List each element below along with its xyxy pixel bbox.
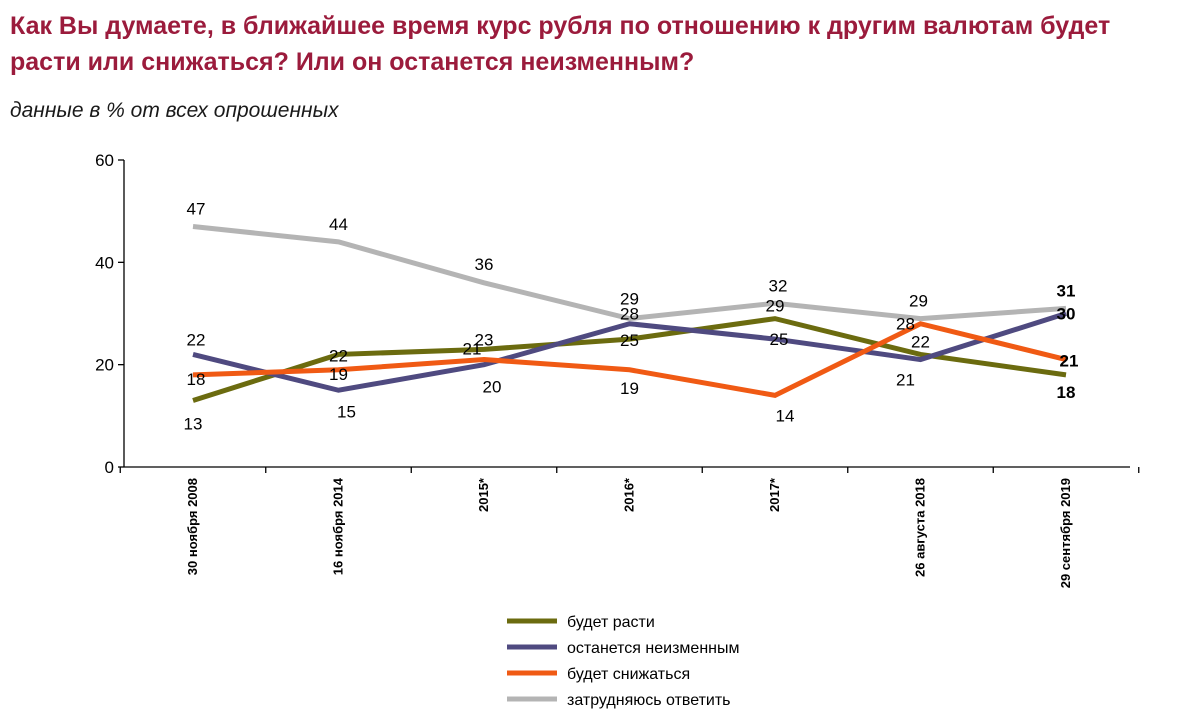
data-label: 30 (1057, 305, 1076, 324)
data-label: 18 (187, 370, 206, 389)
data-label: 21 (463, 340, 482, 359)
data-label: 22 (329, 346, 348, 365)
data-label: 28 (620, 305, 639, 324)
data-label: 47 (187, 200, 206, 219)
data-label: 23 (475, 330, 494, 349)
axes: 0 20 40 60 30 ноября 2008 16 ноября 2014 2015*… (95, 151, 1140, 588)
series-line (192, 316, 1067, 403)
x-tick-label: 2016* (622, 477, 637, 512)
series-line (192, 321, 1067, 398)
series-line (192, 311, 1067, 393)
data-labels: 13 22 23 25 29 22 18 22 15 20 28 25 21 30 18 19 21 19 14 28… (184, 200, 1079, 434)
data-label: 36 (475, 255, 494, 274)
data-label: 29 (766, 297, 785, 316)
y-tick-label: 0 (105, 458, 114, 477)
series-line (192, 224, 1067, 322)
x-tick-label: 16 ноября 2014 (331, 477, 346, 575)
data-label: 32 (769, 276, 788, 295)
x-tick-label: 2017* (767, 477, 782, 512)
legend-label: будет расти (567, 614, 655, 631)
x-tick-label: 30 ноября 2008 (185, 478, 200, 575)
data-label: 20 (483, 378, 502, 397)
y-tick-label: 20 (95, 356, 114, 375)
data-label: 21 (896, 371, 915, 390)
legend-label: затрудняюсь ответить (567, 692, 731, 709)
data-label: 31 (1057, 281, 1076, 300)
data-label: 22 (187, 330, 206, 349)
data-label: 21 (1060, 352, 1079, 371)
data-label: 28 (896, 315, 915, 334)
legend: будет расти останется неизменным будет сни… (507, 614, 739, 709)
data-label: 18 (1057, 383, 1076, 402)
x-tick-label: 26 августа 2018 (913, 478, 928, 577)
data-label: 25 (620, 331, 639, 350)
legend-label: останется неизменным (567, 640, 739, 657)
data-label: 14 (776, 406, 795, 425)
data-label: 13 (184, 414, 203, 433)
data-label: 44 (329, 215, 348, 234)
data-label: 29 (620, 290, 639, 309)
y-tick-label: 60 (95, 151, 114, 170)
chart-title: Как Вы думаете, в ближайшее время курс р… (10, 12, 1111, 76)
chart-subtitle: данные в % от всех опрошенных (10, 99, 339, 122)
y-tick-label: 40 (95, 253, 114, 272)
data-label: 25 (770, 330, 789, 349)
x-tick-label: 29 сентября 2019 (1058, 478, 1073, 588)
data-label: 19 (329, 365, 348, 384)
data-label: 19 (620, 379, 639, 398)
data-label: 22 (911, 332, 930, 351)
legend-label: будет снижаться (567, 666, 690, 683)
data-label: 29 (909, 292, 928, 311)
x-tick-label: 2015* (476, 477, 491, 512)
series-lines (192, 224, 1067, 403)
data-label: 15 (337, 402, 356, 421)
